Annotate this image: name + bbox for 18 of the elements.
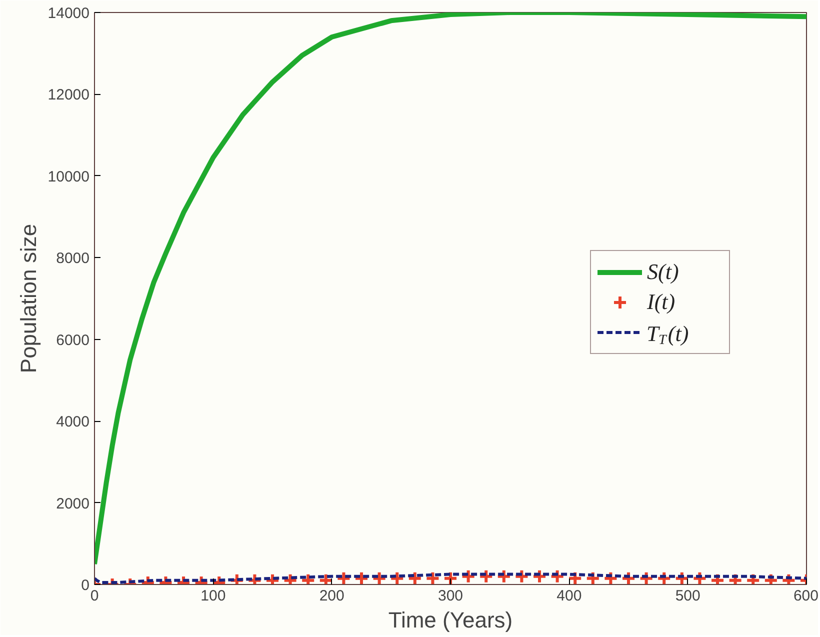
y-tick-label: 2000 (56, 495, 90, 512)
x-tick-label: 600 (793, 588, 819, 604)
y-tick-label: 4000 (56, 414, 90, 431)
x-tick-label: 400 (556, 588, 582, 604)
x-tick-label: 100 (200, 588, 226, 604)
x-tick-label: 300 (438, 588, 464, 604)
y-tick-label: 8000 (56, 250, 90, 268)
y-tick-label: 12000 (48, 86, 90, 104)
x-axis-title: Time (Years) (388, 608, 513, 632)
x-tick-label: 200 (319, 588, 344, 604)
y-tick-label: 14000 (48, 5, 90, 22)
y-tick-label: 6000 (56, 332, 90, 349)
legend-label: I(t) (647, 288, 676, 316)
y-tick-label: 0 (81, 577, 90, 594)
y-axis-title: Population size (16, 224, 41, 374)
legend-label: S(t) (647, 258, 680, 286)
x-tick-label: 500 (675, 588, 700, 604)
y-tick-label: 10000 (48, 168, 90, 186)
